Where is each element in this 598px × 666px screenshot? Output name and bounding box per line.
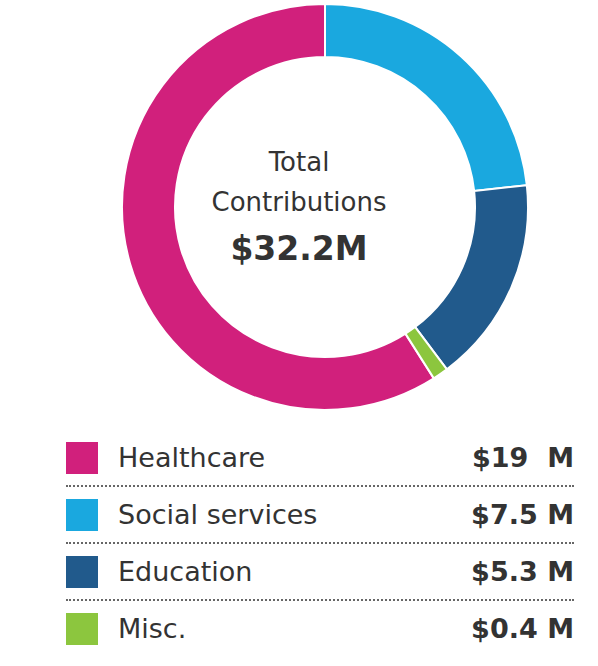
html-text:$0.4 M: $0.4 M [471,613,574,644]
html-text:Social services: Social services [118,499,318,530]
html-text:Misc.: Misc. [118,613,187,644]
html-text:$5.3 M: $5.3 M [471,556,574,587]
html-text:$19 M: $19 M [472,442,574,473]
svg-text:Total: Total [268,147,330,177]
html-text:Education: Education [118,556,253,587]
svg-text:Contributions: Contributions [212,187,387,217]
svg-text:$32.2M: $32.2M [230,229,367,268]
html-text:$7.5 M: $7.5 M [471,499,574,530]
html-text:Healthcare: Healthcare [118,442,266,473]
